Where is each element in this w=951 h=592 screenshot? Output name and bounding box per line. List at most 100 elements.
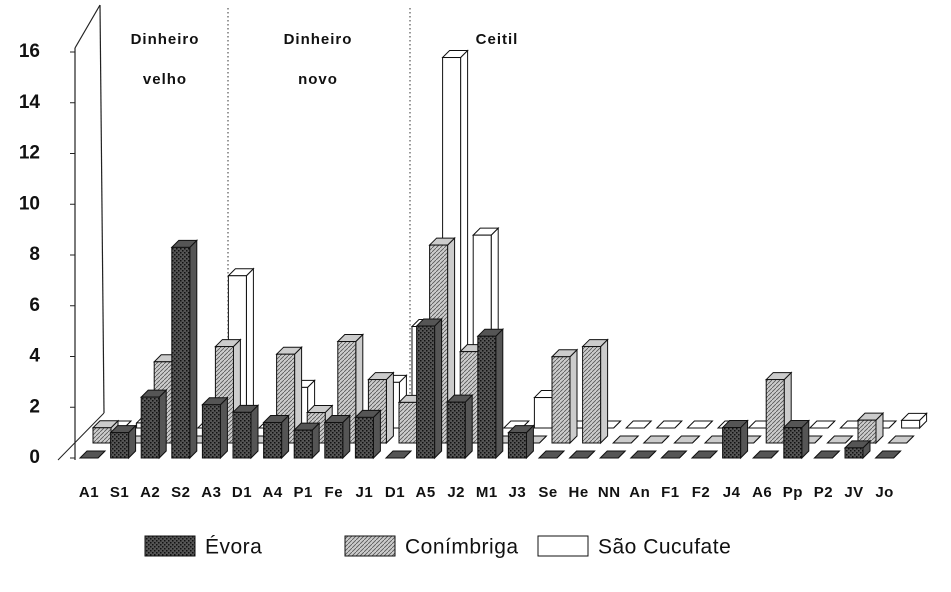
bar-top [690, 450, 719, 459]
bar-top [537, 450, 566, 459]
bar-top [78, 450, 107, 459]
bar [901, 419, 921, 429]
annotation: Dinheiro [284, 31, 353, 48]
x-tick-label: Fe [325, 484, 344, 501]
x-tick-label: S2 [171, 484, 190, 501]
annotation: novo [298, 71, 338, 88]
bar-side [372, 409, 381, 460]
x-tick-label: J2 [447, 484, 465, 501]
bar-top [568, 450, 596, 459]
bar-side [569, 348, 578, 445]
x-tick-label: F2 [692, 484, 711, 501]
bar [140, 396, 160, 459]
bar [110, 432, 130, 459]
x-tick-label: S1 [110, 484, 129, 501]
bar-top [660, 450, 688, 459]
y-tick-label: 4 [29, 346, 40, 367]
bar-top [598, 450, 627, 459]
bar [446, 401, 466, 459]
bar-top [874, 450, 902, 459]
annotations: Dinheiro velho Dinheiro novo Ceitil [131, 31, 519, 88]
x-tick-label: A1 [79, 484, 99, 501]
x-tick-label: Se [538, 484, 557, 501]
x-tick-label: J3 [509, 484, 527, 501]
bar-side [245, 267, 254, 430]
bar [263, 421, 283, 459]
y-tick-label: 8 [29, 244, 40, 265]
annotation: velho [143, 71, 187, 88]
x-tick-label: JV [844, 484, 863, 501]
bar [765, 379, 785, 444]
bar-top [826, 435, 854, 444]
x-tick-label: A4 [263, 484, 283, 501]
bars [78, 49, 928, 460]
y-tick-label: 14 [19, 92, 41, 113]
bar-side [464, 393, 473, 460]
legend-swatch [537, 535, 589, 557]
bar-side [158, 388, 167, 460]
bar [844, 447, 864, 459]
bar-top [686, 420, 714, 429]
bar [324, 421, 344, 459]
bar [507, 432, 527, 459]
legend-label: Évora [205, 536, 262, 559]
legend-swatch [144, 535, 196, 557]
x-tick-label: A3 [201, 484, 221, 501]
y-tick-label: 6 [29, 295, 40, 316]
bar-top [887, 435, 915, 444]
bar-side [434, 317, 443, 460]
bar [477, 335, 497, 459]
x-tick-label: Jo [875, 484, 894, 501]
y-tick-label: 12 [19, 143, 40, 164]
bar-top [813, 450, 841, 459]
x-tick-label: D1 [232, 484, 252, 501]
left-wall-top [74, 4, 101, 49]
bar-top [384, 450, 413, 459]
bar-top [673, 435, 701, 444]
bar-side [385, 371, 394, 445]
axis: 0 2 4 6 8 10 12 14 16 A1 S1 A2 S2 A3 D1 A4 P1 Fe J1 D1 A5 J2 M… [19, 41, 894, 501]
bar-top [751, 450, 780, 459]
bar-top [808, 420, 837, 429]
bar [533, 397, 553, 429]
bar-top [642, 435, 671, 444]
bar-top [629, 450, 658, 459]
floor-edge [57, 412, 105, 461]
x-tick-label: J1 [356, 484, 374, 501]
bar [92, 427, 112, 444]
bar [201, 404, 221, 459]
annotation: Ceitil [476, 31, 519, 48]
bar-top [655, 420, 684, 429]
back-wall-edge [99, 4, 105, 414]
x-tick-label: He [569, 484, 589, 501]
bar-top [624, 420, 653, 429]
bar [722, 427, 742, 459]
legend-label: São Cucufate [598, 536, 731, 559]
x-tick-label: Pp [783, 484, 803, 501]
x-tick-label: M1 [476, 484, 498, 501]
bar [354, 416, 374, 459]
x-tick-label: J4 [723, 484, 741, 501]
bar [783, 427, 803, 459]
bar [551, 356, 571, 444]
x-tick-label: P2 [814, 484, 833, 501]
bar-side [219, 396, 228, 460]
bar-side [600, 338, 609, 445]
annotation: Dinheiro [131, 31, 200, 48]
bar-side [250, 404, 259, 460]
x-tick-label: P1 [294, 484, 313, 501]
bar [398, 401, 418, 444]
x-tick-label: NN [598, 484, 621, 501]
y-tick-label: 10 [19, 193, 40, 214]
x-tick-label: A6 [752, 484, 772, 501]
y-tick-label: 16 [19, 41, 40, 62]
legend: Évora Conímbriga São Cucufate [144, 535, 731, 559]
x-tick-label: F1 [661, 484, 680, 501]
legend-swatch [344, 535, 396, 557]
x-tick-label: An [629, 484, 650, 501]
y-tick-label: 0 [29, 447, 40, 468]
bar [171, 246, 191, 459]
bar-side [495, 327, 504, 460]
bar [582, 346, 602, 444]
